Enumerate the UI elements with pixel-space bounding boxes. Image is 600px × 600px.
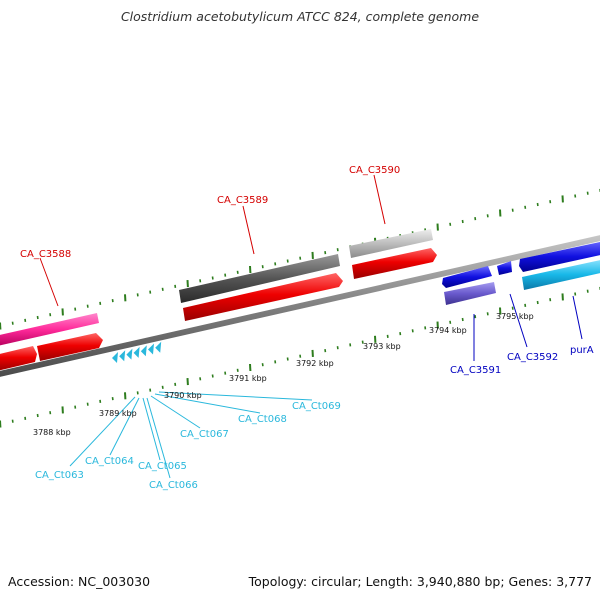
gene-ca-c3589-dark[interactable] <box>179 254 340 303</box>
trna-gene-arrow[interactable] <box>119 350 126 362</box>
label-ca-ct065[interactable]: CA_Ct065 <box>138 461 187 472</box>
trna-gene-arrow[interactable] <box>133 346 140 358</box>
trna-cluster[interactable] <box>112 341 162 363</box>
gene-labels: CA_C3588 CA_C3589 CA_C3590 CA_C3591 CA_C… <box>20 165 594 491</box>
trna-gene-arrow[interactable] <box>126 348 133 360</box>
gene-cds-red-3[interactable] <box>183 273 343 321</box>
trna-gene-arrow[interactable] <box>148 343 154 355</box>
gene-cyan[interactable] <box>522 259 600 290</box>
gene-ca-c3592-blue[interactable] <box>497 261 512 275</box>
gene-ca-c3588-pink[interactable] <box>0 313 99 346</box>
gene-cds-red-4[interactable] <box>352 248 437 279</box>
trna-gene-arrow[interactable] <box>112 352 118 363</box>
label-ca-ct067[interactable]: CA_Ct067 <box>180 429 229 440</box>
scale-label-3795: 3795 kbp <box>496 312 534 321</box>
gene-cds-red-2[interactable] <box>37 333 103 361</box>
trna-gene-arrow[interactable] <box>140 345 147 357</box>
genome-backbone <box>0 235 600 377</box>
label-ca-ct068[interactable]: CA_Ct068 <box>238 414 287 425</box>
label-ca-ct066[interactable]: CA_Ct066 <box>149 480 198 491</box>
inner-tick-track <box>0 286 600 428</box>
label-ca-c3590[interactable]: CA_C3590 <box>349 165 400 176</box>
label-ca-c3589[interactable]: CA_C3589 <box>217 195 268 206</box>
page-title: Clostridium acetobutylicum ATCC 824, com… <box>120 9 480 24</box>
scale-label-3788: 3788 kbp <box>33 428 71 437</box>
label-ca-c3592[interactable]: CA_C3592 <box>507 352 558 363</box>
label-pura[interactable]: purA <box>570 345 594 356</box>
label-ca-ct063[interactable]: CA_Ct063 <box>35 470 84 481</box>
label-ca-c3588[interactable]: CA_C3588 <box>20 249 71 260</box>
label-ca-ct069[interactable]: CA_Ct069 <box>292 401 341 412</box>
callout-lines <box>39 174 583 479</box>
label-ca-c3591[interactable]: CA_C3591 <box>450 365 501 376</box>
scale-label-3791: 3791 kbp <box>229 374 267 383</box>
gene-pura-blue[interactable] <box>519 241 600 272</box>
scale-label-3792: 3792 kbp <box>296 359 334 368</box>
trna-gene-arrow[interactable] <box>155 341 162 353</box>
scale-label-3790: 3790 kbp <box>164 391 202 400</box>
label-ca-ct064[interactable]: CA_Ct064 <box>85 456 134 467</box>
genome-stats: Topology: circular; Length: 3,940,880 bp… <box>248 574 592 589</box>
scale-label-3789: 3789 kbp <box>99 409 137 418</box>
gene-ca-c3590-light[interactable] <box>349 229 433 258</box>
gene-cds-red-1[interactable] <box>0 346 37 371</box>
gene-violet[interactable] <box>444 282 496 305</box>
accession-label: Accession: NC_003030 <box>8 574 151 589</box>
scale-label-3794: 3794 kbp <box>429 326 467 335</box>
scale-labels: 3788 kbp 3789 kbp 3790 kbp 3791 kbp 3792… <box>33 312 534 437</box>
scale-label-3793: 3793 kbp <box>363 342 401 351</box>
gene-ca-c3591-blue[interactable] <box>442 266 492 288</box>
outer-tick-track <box>0 188 600 330</box>
